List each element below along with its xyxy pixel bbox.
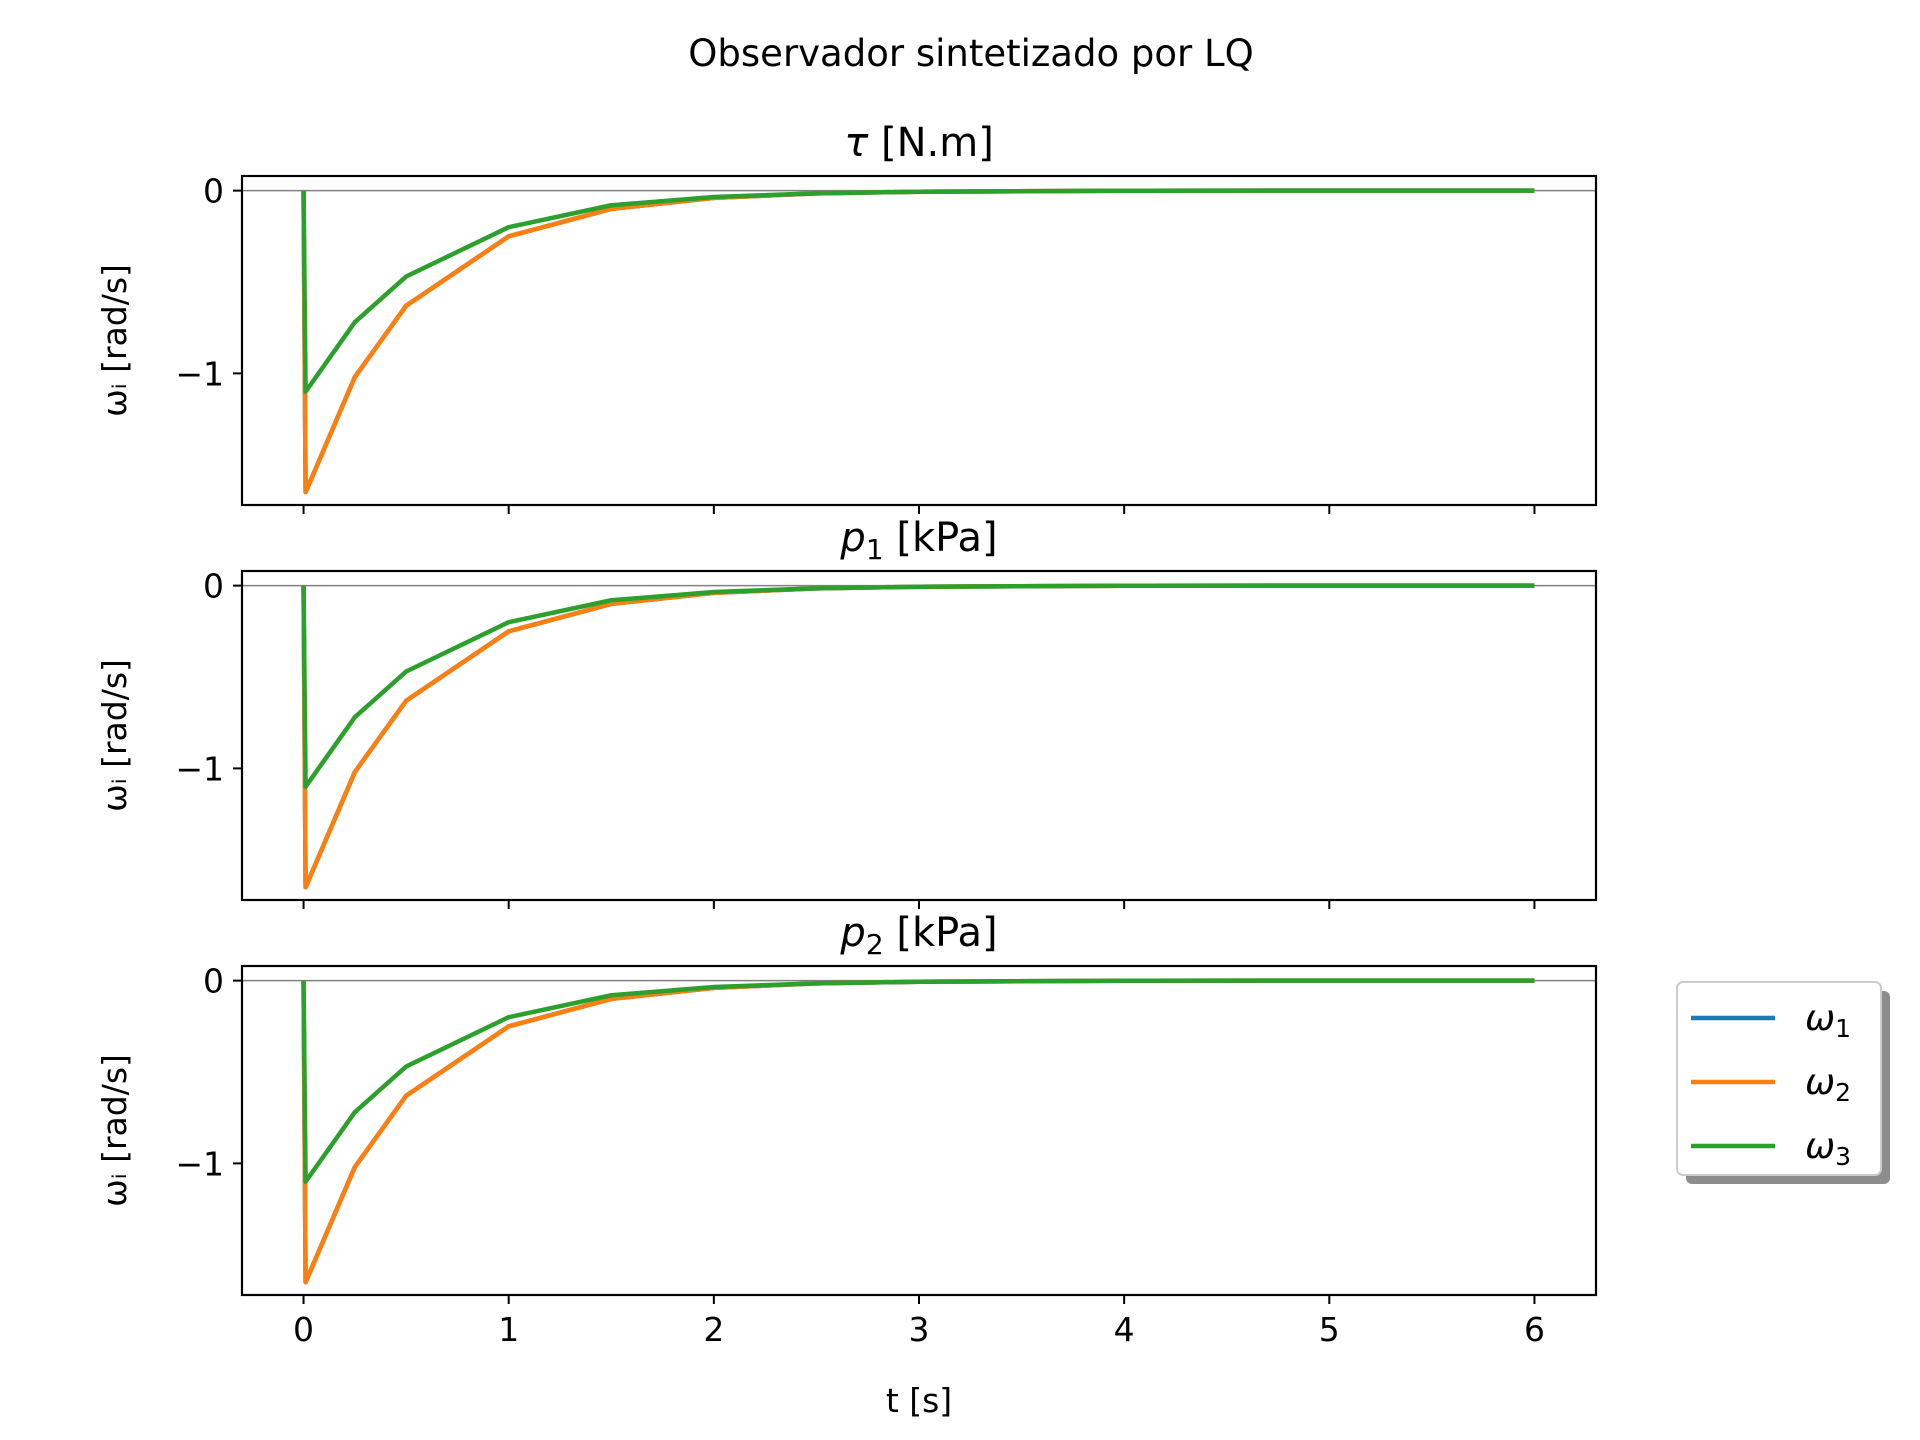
subplot-title: τ [N.m] [844, 120, 994, 166]
y-axis-label: ωᵢ [rad/s] [95, 1054, 134, 1207]
figure-title: Observador sintetizado por LQ [688, 32, 1253, 75]
subplot-title: p2 [kPa] [839, 910, 997, 961]
legend-label-3: ω3 [1805, 1126, 1851, 1171]
subplot-1: τ [N.m] ωᵢ [rad/s] 0 −1 [95, 120, 1598, 514]
legend-box [1676, 981, 1882, 1176]
subplot-2: p1 [kPa] ωᵢ [rad/s] 0 −1 [95, 515, 1598, 909]
series-line-3 [301, 188, 1535, 394]
x-tick-label: 6 [1524, 1310, 1545, 1349]
x-tick-label: 2 [703, 1310, 724, 1349]
plot-frame [240, 174, 1598, 507]
x-axis-label: t [s] [886, 1381, 952, 1420]
y-axis-label: ωᵢ [rad/s] [95, 264, 134, 417]
subplot-3: p2 [kPa] ωᵢ [rad/s] 0 −1 0 1 2 3 4 5 6 [95, 910, 1598, 1349]
subplot-title: p1 [kPa] [839, 515, 997, 566]
x-tick-label: 5 [1319, 1310, 1340, 1349]
subplots: τ [N.m] ωᵢ [rad/s] 0 −1 p1 [kPa] ωᵢ [rad/s] 0 −… [95, 120, 1598, 1349]
legend-label-2: ω2 [1805, 1062, 1851, 1107]
y-tick-label: −1 [175, 1144, 224, 1183]
series-line-3 [301, 583, 1535, 789]
plot-frame [240, 569, 1598, 902]
x-tick-label: 1 [498, 1310, 519, 1349]
y-tick-label: −1 [175, 354, 224, 393]
y-axis-label: ωᵢ [rad/s] [95, 659, 134, 812]
y-tick-label: 0 [203, 172, 224, 211]
series-line-3 [301, 978, 1535, 1184]
legend: ω1 ω2 ω3 [1676, 981, 1890, 1184]
legend-label-1: ω1 [1805, 998, 1851, 1043]
y-tick-label: 0 [203, 962, 224, 1001]
x-tick-label: 4 [1114, 1310, 1135, 1349]
y-tick-label: −1 [175, 749, 224, 788]
x-tick-label: 0 [293, 1310, 314, 1349]
x-tick-label: 3 [909, 1310, 930, 1349]
y-tick-label: 0 [203, 567, 224, 606]
plot-frame [240, 964, 1598, 1297]
